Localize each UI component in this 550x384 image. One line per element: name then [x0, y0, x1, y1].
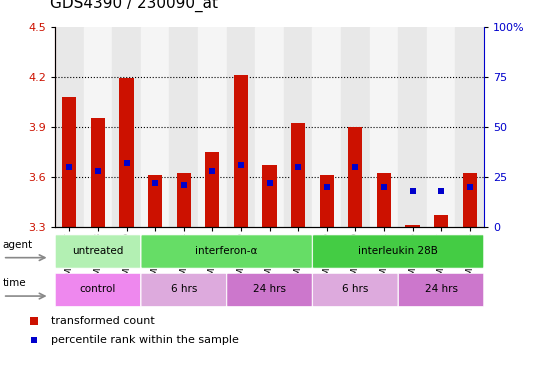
Text: 6 hrs: 6 hrs: [170, 284, 197, 294]
FancyBboxPatch shape: [56, 273, 140, 306]
Text: transformed count: transformed count: [51, 316, 155, 326]
Bar: [91, 118, 105, 227]
Bar: [348, 127, 362, 227]
Text: interleukin 28B: interleukin 28B: [358, 246, 438, 256]
Bar: [84, 27, 112, 227]
Bar: [262, 165, 277, 227]
FancyBboxPatch shape: [141, 273, 226, 306]
Bar: [169, 27, 198, 227]
Bar: [177, 173, 191, 227]
Bar: [398, 27, 427, 227]
Bar: [148, 175, 162, 227]
Bar: [234, 75, 248, 227]
Text: untreated: untreated: [72, 246, 124, 256]
Bar: [62, 97, 76, 227]
Text: percentile rank within the sample: percentile rank within the sample: [51, 335, 239, 345]
FancyBboxPatch shape: [227, 273, 312, 306]
Bar: [284, 27, 312, 227]
Bar: [405, 225, 420, 227]
Bar: [55, 27, 84, 227]
FancyBboxPatch shape: [141, 235, 312, 268]
FancyBboxPatch shape: [399, 273, 483, 306]
Bar: [341, 27, 370, 227]
Bar: [455, 27, 484, 227]
Bar: [112, 27, 141, 227]
Bar: [255, 27, 284, 227]
Text: time: time: [3, 278, 26, 288]
Text: 24 hrs: 24 hrs: [425, 284, 458, 294]
Text: interferon-α: interferon-α: [195, 246, 258, 256]
Bar: [312, 27, 341, 227]
FancyBboxPatch shape: [313, 235, 483, 268]
Bar: [370, 27, 398, 227]
Text: 6 hrs: 6 hrs: [342, 284, 369, 294]
Bar: [227, 27, 255, 227]
Bar: [377, 173, 391, 227]
Bar: [141, 27, 169, 227]
Bar: [320, 175, 334, 227]
Bar: [198, 27, 227, 227]
Bar: [205, 152, 219, 227]
FancyBboxPatch shape: [313, 273, 398, 306]
FancyBboxPatch shape: [56, 235, 140, 268]
Bar: [427, 27, 455, 227]
Text: agent: agent: [3, 240, 33, 250]
Text: GDS4390 / 230090_at: GDS4390 / 230090_at: [50, 0, 217, 12]
Bar: [463, 173, 477, 227]
Text: control: control: [80, 284, 116, 294]
Text: 24 hrs: 24 hrs: [253, 284, 286, 294]
Bar: [434, 215, 448, 227]
Bar: [119, 78, 134, 227]
Bar: [291, 123, 305, 227]
